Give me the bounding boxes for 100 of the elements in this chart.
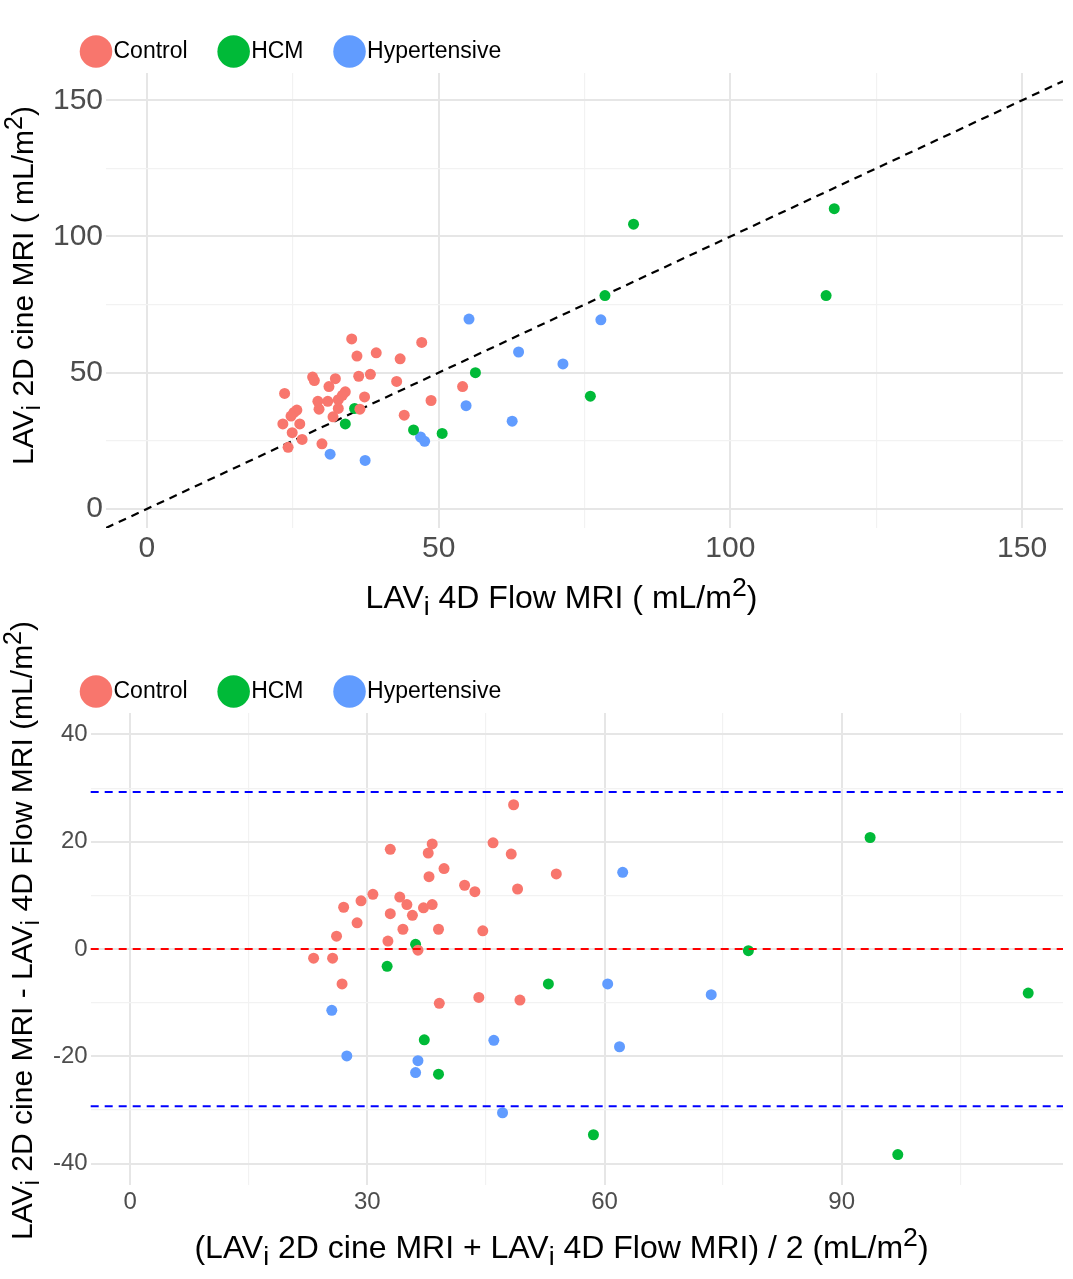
point — [459, 879, 471, 891]
point — [422, 847, 434, 859]
point — [346, 333, 358, 345]
point — [487, 837, 499, 849]
point — [353, 370, 365, 382]
legend-label: Hypertensive — [367, 676, 502, 703]
point — [382, 935, 394, 947]
x-tick-label: 60 — [591, 1187, 618, 1215]
point — [864, 831, 876, 843]
point — [595, 314, 607, 326]
point — [457, 381, 469, 393]
point — [339, 418, 351, 430]
point — [394, 353, 406, 365]
point — [338, 901, 350, 913]
point — [425, 394, 437, 406]
point — [477, 925, 489, 937]
legend-label: Control — [113, 36, 188, 63]
point — [308, 952, 320, 964]
point — [336, 978, 348, 990]
legend-label: HCM — [251, 36, 304, 63]
point — [351, 350, 363, 362]
point — [473, 991, 485, 1003]
point — [406, 909, 418, 921]
point — [398, 409, 410, 421]
point — [433, 997, 445, 1009]
point — [469, 367, 481, 379]
point — [326, 1004, 338, 1016]
point — [513, 346, 525, 358]
point — [828, 203, 840, 215]
point — [354, 403, 366, 415]
point — [324, 448, 336, 460]
point — [313, 403, 325, 415]
y-tick-label: 40 — [60, 719, 88, 747]
x-tick-label: 100 — [705, 530, 756, 564]
x-axis-title: LAV$_{i}$ 4D Flow MRI ( mL/m$^{2}$) — [364, 572, 759, 623]
point — [460, 400, 472, 412]
x-tick-label: 90 — [828, 1187, 856, 1215]
point — [614, 1041, 626, 1053]
x-tick-label: 0 — [138, 530, 156, 564]
x-tick-label: 30 — [354, 1187, 381, 1215]
point — [416, 336, 428, 348]
point — [286, 427, 298, 439]
legend-label: Control — [113, 676, 188, 703]
point — [294, 418, 306, 430]
point — [423, 871, 435, 883]
point — [892, 1149, 904, 1161]
point — [587, 1129, 599, 1141]
point — [508, 799, 520, 811]
point — [401, 899, 413, 911]
point — [384, 908, 396, 920]
point — [512, 883, 524, 895]
legend-label: HCM — [251, 676, 304, 703]
point — [705, 989, 717, 1001]
point — [391, 375, 403, 387]
point — [323, 381, 335, 393]
point — [469, 886, 481, 898]
point — [417, 902, 429, 914]
point — [384, 843, 396, 855]
legend-label: Hypertensive — [367, 36, 502, 63]
point — [327, 952, 339, 964]
point — [505, 848, 517, 860]
point — [285, 410, 297, 422]
point — [418, 1034, 430, 1046]
y-tick-label: -40 — [53, 1148, 88, 1176]
point — [628, 218, 640, 230]
point — [329, 373, 341, 385]
point — [370, 347, 382, 359]
y-tick-label: 150 — [52, 81, 104, 115]
y-tick-label: 50 — [69, 353, 104, 387]
point — [331, 930, 343, 942]
point — [394, 891, 406, 903]
point — [514, 994, 526, 1006]
point — [364, 368, 376, 380]
y-tick-label: 100 — [52, 217, 104, 251]
x-tick-label: 0 — [123, 1187, 137, 1215]
point — [296, 433, 308, 445]
y-tick-label: 0 — [86, 490, 104, 524]
point — [341, 1050, 353, 1062]
point — [381, 960, 393, 972]
point — [282, 441, 294, 453]
point — [397, 923, 409, 935]
y-tick-label: 0 — [74, 933, 88, 961]
point — [367, 888, 379, 900]
point — [308, 375, 320, 387]
point — [412, 1055, 424, 1067]
point — [410, 1067, 422, 1079]
x-tick-label: 50 — [421, 530, 456, 564]
point — [426, 838, 438, 850]
point — [599, 290, 611, 302]
point — [438, 863, 450, 875]
x-tick-label: 150 — [997, 530, 1048, 564]
point — [359, 454, 371, 466]
point — [426, 899, 438, 911]
point — [463, 313, 475, 325]
point — [322, 395, 334, 407]
y-tick-label: 20 — [60, 826, 88, 854]
point — [433, 1068, 445, 1080]
point — [617, 866, 629, 878]
point — [542, 978, 554, 990]
point — [506, 415, 518, 427]
